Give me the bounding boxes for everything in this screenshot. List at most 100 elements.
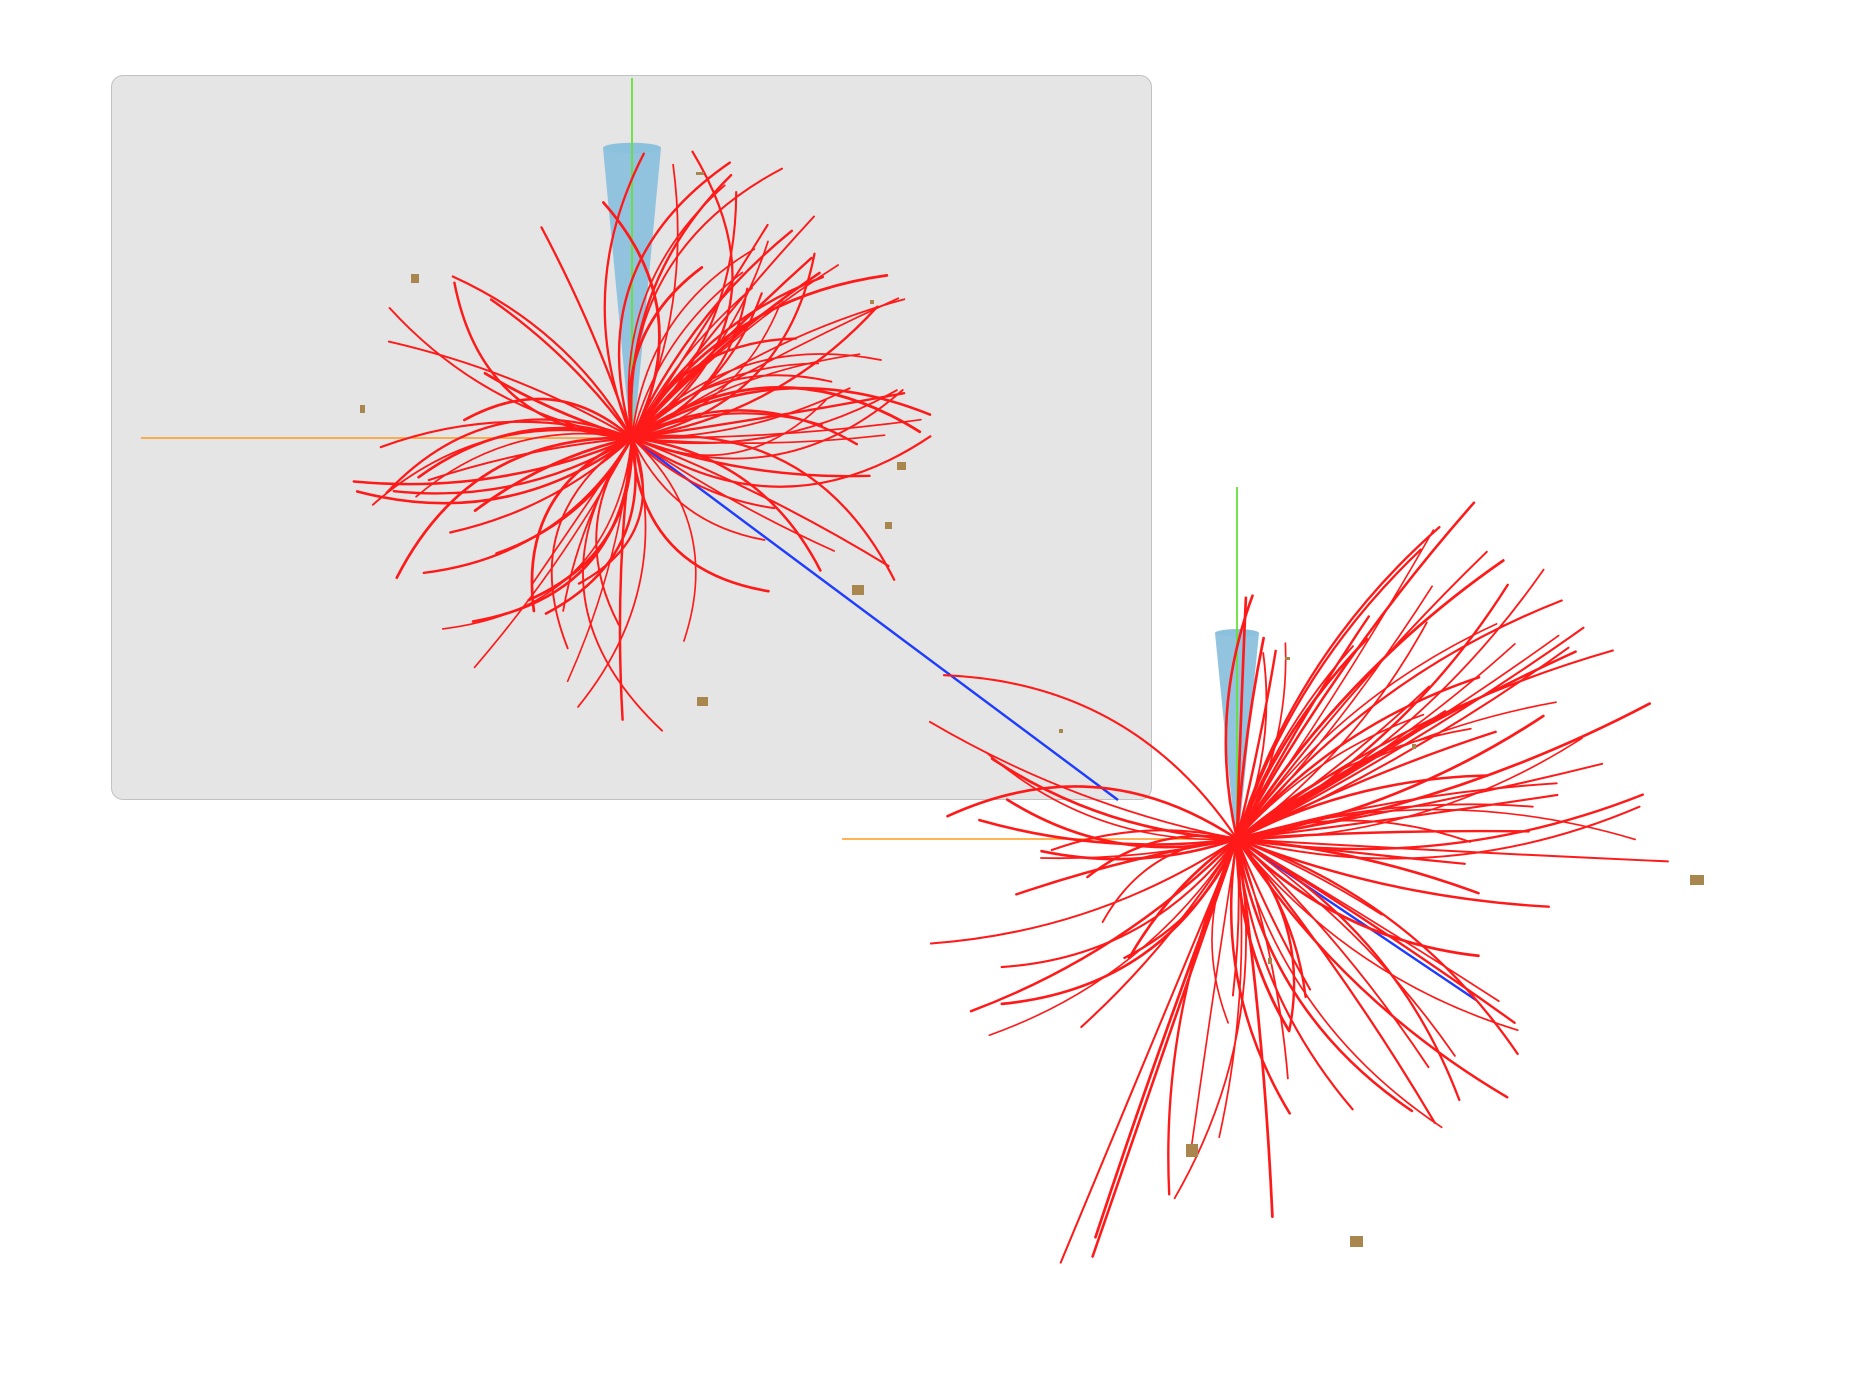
particle-track: [928, 720, 1238, 840]
energy-deposit: [1059, 729, 1063, 733]
particle-track: [1173, 838, 1247, 1200]
particle-track: [969, 837, 1239, 1013]
particle-track: [451, 275, 634, 440]
particle-track: [387, 340, 633, 439]
particle-track: [463, 397, 634, 440]
particle-track: [441, 437, 633, 630]
particle-track: [631, 353, 882, 439]
particle-track: [942, 674, 1239, 841]
particle-track: [355, 436, 634, 505]
particle-track: [1235, 649, 1614, 841]
particle-track: [1094, 837, 1239, 1239]
particle-track: [1236, 838, 1430, 1069]
particle-track: [1235, 501, 1476, 841]
energy-deposit: [696, 172, 704, 175]
particle-track: [1236, 838, 1289, 1080]
zoomed-event-view: [141, 78, 1119, 801]
energy-deposit: [1285, 657, 1290, 660]
particle-track: [544, 436, 637, 615]
particle-track: [388, 307, 633, 439]
particle-track: [630, 305, 879, 440]
particle-track: [631, 418, 922, 439]
particle-track: [1236, 838, 1519, 1032]
particle-track: [352, 436, 634, 486]
particle-track: [1000, 837, 1239, 1006]
particle-track: [988, 838, 1238, 1036]
particle-track: [1235, 599, 1563, 841]
particle-track: [630, 436, 770, 593]
particle-track: [631, 437, 766, 541]
particle-track: [1235, 730, 1497, 841]
particle-track: [1236, 642, 1287, 840]
particle-track: [577, 436, 645, 585]
particle-track: [630, 167, 783, 439]
particle-track: [1236, 634, 1560, 840]
energy-deposit: [870, 300, 874, 304]
particle-track: [1236, 727, 1472, 840]
z-axis-line: [1236, 838, 1477, 1001]
particle-track: [1229, 837, 1291, 1115]
particle-track: [1091, 837, 1239, 1258]
particle-track: [929, 837, 1239, 945]
particle-track: [1224, 594, 1254, 841]
particle-track: [631, 434, 886, 444]
particle-track: [1235, 559, 1505, 841]
particle-track: [630, 274, 889, 440]
particle-track: [577, 437, 647, 708]
particle-track: [1015, 837, 1239, 896]
particle-track: [1235, 837, 1509, 1099]
particle-track: [630, 436, 822, 572]
particle-track: [630, 436, 890, 568]
particle-track: [427, 436, 634, 482]
particle-track: [1235, 793, 1559, 841]
track-group: [352, 150, 932, 732]
particle-track: [1080, 837, 1239, 1029]
particle-track: [631, 303, 781, 439]
particle-track: [617, 161, 731, 440]
particle-track: [1235, 714, 1545, 841]
energy-deposit: [697, 697, 708, 706]
particle-track: [630, 150, 734, 440]
particle-track: [530, 436, 634, 613]
particle-track: [630, 409, 859, 446]
particle-track: [630, 392, 906, 440]
particle-track: [1236, 550, 1488, 840]
z-axis-line: [631, 437, 1119, 801]
particle-track: [1235, 649, 1277, 841]
particle-track: [1235, 596, 1248, 841]
particle-track: [1236, 838, 1443, 1129]
particle-track: [631, 437, 697, 642]
particle-track: [1059, 837, 1239, 1264]
particle-track: [1231, 838, 1240, 997]
particle-track: [1235, 626, 1585, 841]
particle-track: [1236, 838, 1669, 863]
track-group: [928, 501, 1669, 1264]
particle-track: [1236, 737, 1583, 840]
particle-track: [1236, 803, 1534, 840]
particle-track: [1190, 838, 1238, 1146]
full-event-view: [842, 487, 1704, 1264]
energy-deposit: [885, 522, 892, 529]
energy-deposit: [1186, 1144, 1198, 1157]
particle-track: [978, 818, 1239, 846]
particle-track: [631, 389, 904, 460]
particle-track: [631, 437, 776, 510]
particle-track: [1235, 837, 1312, 991]
particle-track: [603, 152, 645, 440]
energy-deposit: [897, 462, 906, 470]
particle-track: [985, 751, 1238, 841]
energy-deposit: [852, 585, 864, 595]
particle-track: [1235, 702, 1652, 841]
particle-track: [1235, 837, 1480, 895]
particle-track: [1235, 583, 1509, 841]
energy-deposit: [1690, 875, 1704, 885]
particle-track: [1235, 837, 1516, 1024]
particle-track: [1235, 837, 1519, 1056]
energy-deposit: [1412, 744, 1416, 749]
particle-track: [631, 389, 898, 445]
particle-track: [1235, 829, 1530, 841]
particle-track: [395, 436, 634, 580]
particle-track: [630, 434, 896, 581]
